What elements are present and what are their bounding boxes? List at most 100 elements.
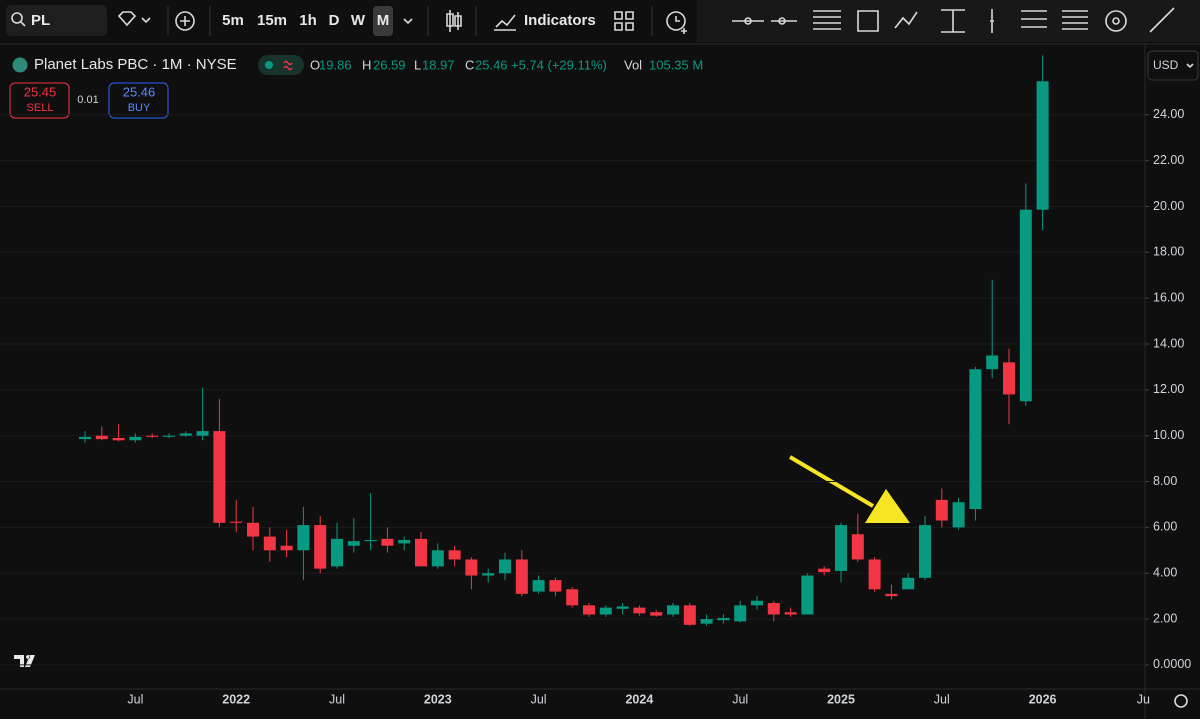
- candle-body: [515, 559, 528, 594]
- legend-change: +5.74 (+29.11%): [511, 57, 607, 72]
- candle-body: [129, 436, 142, 441]
- candle-body: [700, 619, 713, 624]
- x-tick-label: Jul: [329, 692, 345, 706]
- x-tick-label: Jul: [732, 692, 748, 706]
- candle-body: [1036, 81, 1049, 210]
- status-pill[interactable]: [258, 55, 304, 75]
- x-tick-label: Jul: [934, 692, 950, 706]
- candle-body: [566, 589, 579, 606]
- candle-body: [1019, 209, 1032, 402]
- y-tick-label: 12.00: [1153, 382, 1184, 396]
- chevron[interactable]: [141, 17, 151, 24]
- candle-body: [885, 593, 898, 597]
- candle-body: [347, 541, 360, 546]
- candle-body: [297, 525, 310, 551]
- candle-body: [448, 550, 461, 560]
- y-tick-label: 14.00: [1153, 336, 1184, 350]
- candle-body: [683, 605, 696, 625]
- currency-button[interactable]: [1147, 50, 1199, 81]
- candle-body: [314, 525, 327, 569]
- x-tick-label: Jul: [531, 692, 547, 706]
- x-tick-label: 2026: [1029, 692, 1057, 706]
- candle-body: [835, 525, 847, 571]
- candle-body: [751, 600, 763, 606]
- candle-body: [482, 573, 495, 576]
- drawing-tools[interactable]: [732, 7, 1175, 33]
- candle-body: [667, 605, 679, 615]
- x-tick-label: 2023: [424, 692, 452, 706]
- y-tick-label: 10.00: [1153, 428, 1184, 442]
- symbol-search[interactable]: [6, 5, 107, 36]
- layouts-icon[interactable]: [614, 11, 634, 31]
- buy-button[interactable]: [108, 82, 169, 119]
- interval[interactable]: 1h: [299, 12, 317, 29]
- buy-price: 25.46: [123, 84, 156, 99]
- symbol[interactable]: PL: [31, 12, 50, 29]
- indicators-icon: [494, 14, 516, 31]
- legend-label: H: [362, 57, 371, 72]
- x-tick-label: Jul: [127, 692, 143, 706]
- y-tick-label: 2.00: [1153, 611, 1177, 625]
- candle-body: [398, 539, 411, 544]
- candle-body: [851, 534, 864, 560]
- candle-body: [179, 433, 192, 436]
- candle-body: [952, 502, 965, 528]
- interval[interactable]: D: [329, 12, 340, 29]
- candle-body: [818, 568, 831, 573]
- tv-logo: [14, 655, 35, 667]
- alert-icon[interactable]: [666, 11, 686, 31]
- interval-active: [373, 6, 393, 36]
- candle-body: [986, 355, 999, 370]
- settings-icon[interactable]: [1174, 694, 1188, 708]
- candle-body: [532, 580, 545, 592]
- y-tick-label: 20.00: [1153, 199, 1184, 213]
- search-icon: [20, 21, 26, 27]
- candle-body: [415, 538, 427, 567]
- legend-label: Vol: [624, 57, 642, 72]
- x-tick-label: 2024: [625, 692, 653, 706]
- legend-value: 26.59: [373, 57, 406, 72]
- y-tick-label: 6.00: [1153, 520, 1177, 534]
- interval[interactable]: 15m: [257, 12, 287, 29]
- candle-body: [381, 538, 394, 546]
- alert-icon: [675, 16, 687, 34]
- data-delay-icon: [283, 60, 293, 71]
- legend-label: O: [310, 57, 320, 72]
- candle-body: [163, 435, 175, 437]
- legend-label: C: [465, 57, 474, 72]
- interval[interactable]: W: [351, 12, 366, 29]
- candle-body: [247, 522, 259, 537]
- sell-label: SELL: [27, 102, 54, 114]
- candle-body: [95, 435, 108, 440]
- currency[interactable]: USD: [1153, 58, 1179, 72]
- chart-type[interactable]: [446, 10, 462, 32]
- plot: 0.0000 2.00 4.00 6.00 8.00 10.00 12.00 14.00 16.…: [0, 55, 1191, 706]
- candle-body: [1003, 362, 1015, 395]
- x-tick-label: 2022: [222, 692, 250, 706]
- interval[interactable]: 5m: [222, 12, 244, 29]
- sell-button[interactable]: [9, 82, 70, 119]
- candle-body: [196, 431, 209, 436]
- y-tick-label: 4.00: [1153, 566, 1177, 580]
- diamond-icon[interactable]: [117, 11, 137, 27]
- candle-body: [431, 550, 444, 567]
- candle-body: [213, 431, 226, 523]
- legend-label: L: [414, 57, 421, 72]
- y-tick-label: 18.00: [1153, 245, 1184, 259]
- y-tick-label: 24.00: [1153, 107, 1184, 121]
- add-symbol[interactable]: [175, 11, 195, 31]
- candle-body: [331, 538, 343, 567]
- candle-body: [549, 580, 562, 592]
- candle-body: [767, 603, 780, 615]
- candle-body: [146, 435, 159, 437]
- interval[interactable]: M: [377, 12, 390, 29]
- y-tick-label: 22.00: [1153, 153, 1184, 167]
- candle-body: [935, 499, 948, 521]
- legend-volume: 105.35 M: [649, 57, 703, 72]
- y-tick-label: 0.0000: [1153, 657, 1191, 671]
- x-tick-label: 2025: [827, 692, 855, 706]
- candle-body: [734, 605, 747, 622]
- indicators[interactable]: Indicators: [524, 12, 596, 29]
- chevron[interactable]: [403, 18, 413, 25]
- candle-body: [263, 536, 276, 551]
